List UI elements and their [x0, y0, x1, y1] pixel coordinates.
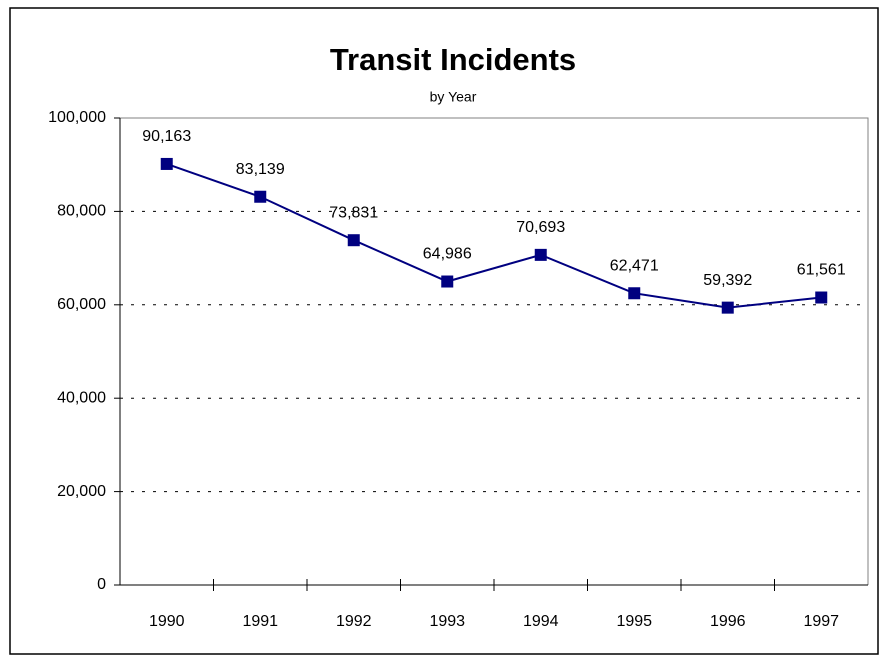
chart-title: Transit Incidents	[330, 42, 576, 77]
data-label: 61,561	[797, 262, 846, 279]
y-tick-label: 0	[97, 576, 106, 593]
data-point	[441, 275, 454, 288]
data-point	[815, 291, 828, 304]
x-tick-label: 1991	[242, 613, 278, 630]
data-label: 83,139	[236, 161, 285, 178]
data-point	[347, 234, 360, 247]
data-label: 70,693	[516, 219, 565, 236]
y-tick-label: 100,000	[48, 109, 106, 126]
y-tick-label: 80,000	[57, 203, 106, 220]
y-tick-label: 20,000	[57, 483, 106, 500]
x-tick-label: 1994	[523, 613, 559, 630]
data-label: 64,986	[423, 246, 472, 263]
x-tick-label: 1995	[616, 613, 652, 630]
data-point	[534, 248, 547, 261]
data-label: 90,163	[142, 128, 191, 145]
x-tick-label: 1996	[710, 613, 746, 630]
data-point	[628, 287, 641, 300]
x-tick-label: 1997	[803, 613, 839, 630]
y-tick-label: 40,000	[57, 389, 106, 406]
x-tick-label: 1993	[429, 613, 465, 630]
x-tick-label: 1992	[336, 613, 372, 630]
data-point	[254, 190, 267, 203]
series-line	[166, 162, 822, 309]
chart-subtitle: by Year	[430, 89, 477, 105]
x-tick-label: 1990	[149, 613, 185, 630]
data-label: 62,471	[610, 257, 659, 274]
y-tick-label: 60,000	[57, 296, 106, 313]
data-label: 59,392	[703, 272, 752, 289]
data-point	[160, 157, 173, 170]
chart-border	[9, 7, 879, 655]
plot-frame	[120, 117, 869, 585]
data-label: 73,831	[329, 204, 378, 221]
data-point	[721, 301, 734, 314]
